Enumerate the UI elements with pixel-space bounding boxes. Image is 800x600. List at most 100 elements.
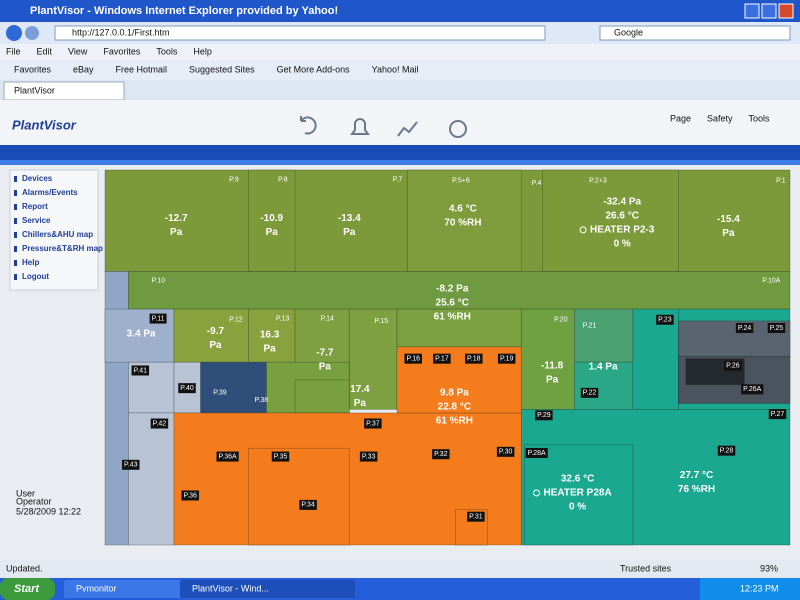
menu-item[interactable]: Favorites xyxy=(103,46,141,56)
room-label-box xyxy=(525,448,548,459)
reading: 61 %RH xyxy=(436,416,473,427)
room-label: P.13 xyxy=(276,315,290,322)
room-area[interactable] xyxy=(574,308,634,363)
reading: 1.4 Pa xyxy=(589,362,618,373)
room-area[interactable] xyxy=(396,308,522,348)
sidebar-item[interactable]: Chillers&AHU map xyxy=(22,230,93,239)
favorite-item[interactable]: Get More Add-ons xyxy=(277,64,351,74)
reading: -12.7 xyxy=(165,213,188,224)
app-stripe-light xyxy=(0,160,800,165)
menu-item[interactable]: Edit xyxy=(37,46,53,56)
search-box[interactable] xyxy=(599,25,791,41)
status-text: Updated. xyxy=(6,563,43,573)
forward-button[interactable] xyxy=(25,26,39,40)
sidebar-bullet xyxy=(14,260,17,266)
room-label-box xyxy=(496,446,515,457)
chart-icon[interactable] xyxy=(397,121,418,137)
reading: 3.4 Pa xyxy=(127,329,156,340)
room-label: P.27 xyxy=(771,411,785,418)
room-label-box xyxy=(656,314,674,325)
sidebar-item[interactable]: Report xyxy=(22,202,48,211)
heater-icon xyxy=(533,489,541,497)
heater-label: HEATER P28A xyxy=(544,488,612,499)
sidebar-item[interactable]: Devices xyxy=(22,174,53,183)
back-button[interactable] xyxy=(6,25,22,41)
reading: -10.9 xyxy=(260,213,283,224)
favorite-item[interactable]: Free Hotmail xyxy=(116,64,168,74)
room-label-box xyxy=(404,353,422,364)
room-area[interactable] xyxy=(294,379,350,414)
room-label: P.21 xyxy=(583,323,597,330)
taskbar-button[interactable] xyxy=(64,580,184,598)
tab-row xyxy=(0,80,800,100)
room-area[interactable] xyxy=(520,308,575,410)
reading: Pa xyxy=(546,374,559,385)
room-label-box xyxy=(724,360,742,371)
toolbar-item[interactable]: Safety xyxy=(707,113,733,123)
undo-icon[interactable] xyxy=(300,116,317,135)
room-area[interactable] xyxy=(574,361,634,410)
menu-item[interactable]: Help xyxy=(193,46,212,56)
room-label-box xyxy=(359,451,378,462)
room-label: P.36A xyxy=(219,453,237,460)
toolbar-item[interactable]: Page xyxy=(670,113,691,123)
room-label-box xyxy=(364,418,382,429)
user-name: Operator xyxy=(16,496,52,506)
room-label: P.18 xyxy=(467,356,481,363)
room-label: P.41 xyxy=(134,367,148,374)
sidebar-bullet xyxy=(14,218,17,224)
sidebar-item[interactable]: Logout xyxy=(22,272,49,281)
favorite-item[interactable]: eBay xyxy=(73,64,94,74)
room-area[interactable] xyxy=(200,361,267,414)
taskbar-label: PlantVisor - Wind... xyxy=(192,583,269,593)
alarm-icon[interactable] xyxy=(350,118,370,135)
menu-item[interactable]: Tools xyxy=(156,46,178,56)
close-button[interactable] xyxy=(778,3,794,19)
room-area[interactable] xyxy=(248,447,350,546)
room-label: P.22 xyxy=(583,390,597,397)
taskbar-button[interactable] xyxy=(180,580,355,598)
toolbar-item[interactable]: Tools xyxy=(749,113,771,123)
sidebar-item[interactable]: Help xyxy=(22,258,39,267)
sidebar-item[interactable]: Service xyxy=(22,216,51,225)
maximize-button[interactable] xyxy=(761,3,777,19)
menu-item[interactable]: View xyxy=(68,46,88,56)
room-area[interactable] xyxy=(248,169,296,272)
minimize-button[interactable] xyxy=(744,3,760,19)
tray xyxy=(700,578,800,600)
room-label-box xyxy=(497,353,516,364)
reading: -15.4 xyxy=(717,214,740,225)
reading: Pa xyxy=(266,227,279,238)
room-area[interactable] xyxy=(542,169,679,272)
room-area[interactable] xyxy=(524,444,634,546)
menu-item[interactable]: File xyxy=(6,46,21,56)
reading: 26.6 °C xyxy=(605,210,638,221)
room-area[interactable] xyxy=(407,169,522,272)
sidebar-bullet xyxy=(14,204,17,210)
sidebar-item[interactable]: Pressure&T&RH map xyxy=(22,244,103,253)
status-zoom: 93% xyxy=(760,563,778,573)
room-label-box xyxy=(121,459,140,470)
sidebar-item[interactable]: Alarms/Events xyxy=(22,188,78,197)
reading: Pa xyxy=(354,398,367,409)
room-label-box xyxy=(467,511,485,522)
room-area[interactable] xyxy=(632,308,679,410)
address-box[interactable] xyxy=(54,25,546,41)
room-area[interactable] xyxy=(128,412,175,546)
room-label-box xyxy=(432,449,450,460)
room-label: P.39 xyxy=(213,390,227,397)
favorite-item[interactable]: Favorites xyxy=(14,64,52,74)
history-icon[interactable] xyxy=(449,120,467,138)
start-button[interactable] xyxy=(0,578,55,600)
room-label-box xyxy=(150,418,169,429)
room-label: P.40 xyxy=(180,385,194,392)
room-label-box xyxy=(271,451,290,462)
room-area[interactable] xyxy=(173,308,249,363)
favorite-item[interactable]: Yahoo! Mail xyxy=(372,64,419,74)
tab-title: PlantVisor xyxy=(14,85,55,95)
room-label: P.16 xyxy=(406,356,420,363)
favorite-item[interactable]: Suggested Sites xyxy=(189,64,255,74)
room-label-box xyxy=(768,409,787,420)
user-label: User xyxy=(16,488,35,498)
title-bar xyxy=(0,0,800,22)
